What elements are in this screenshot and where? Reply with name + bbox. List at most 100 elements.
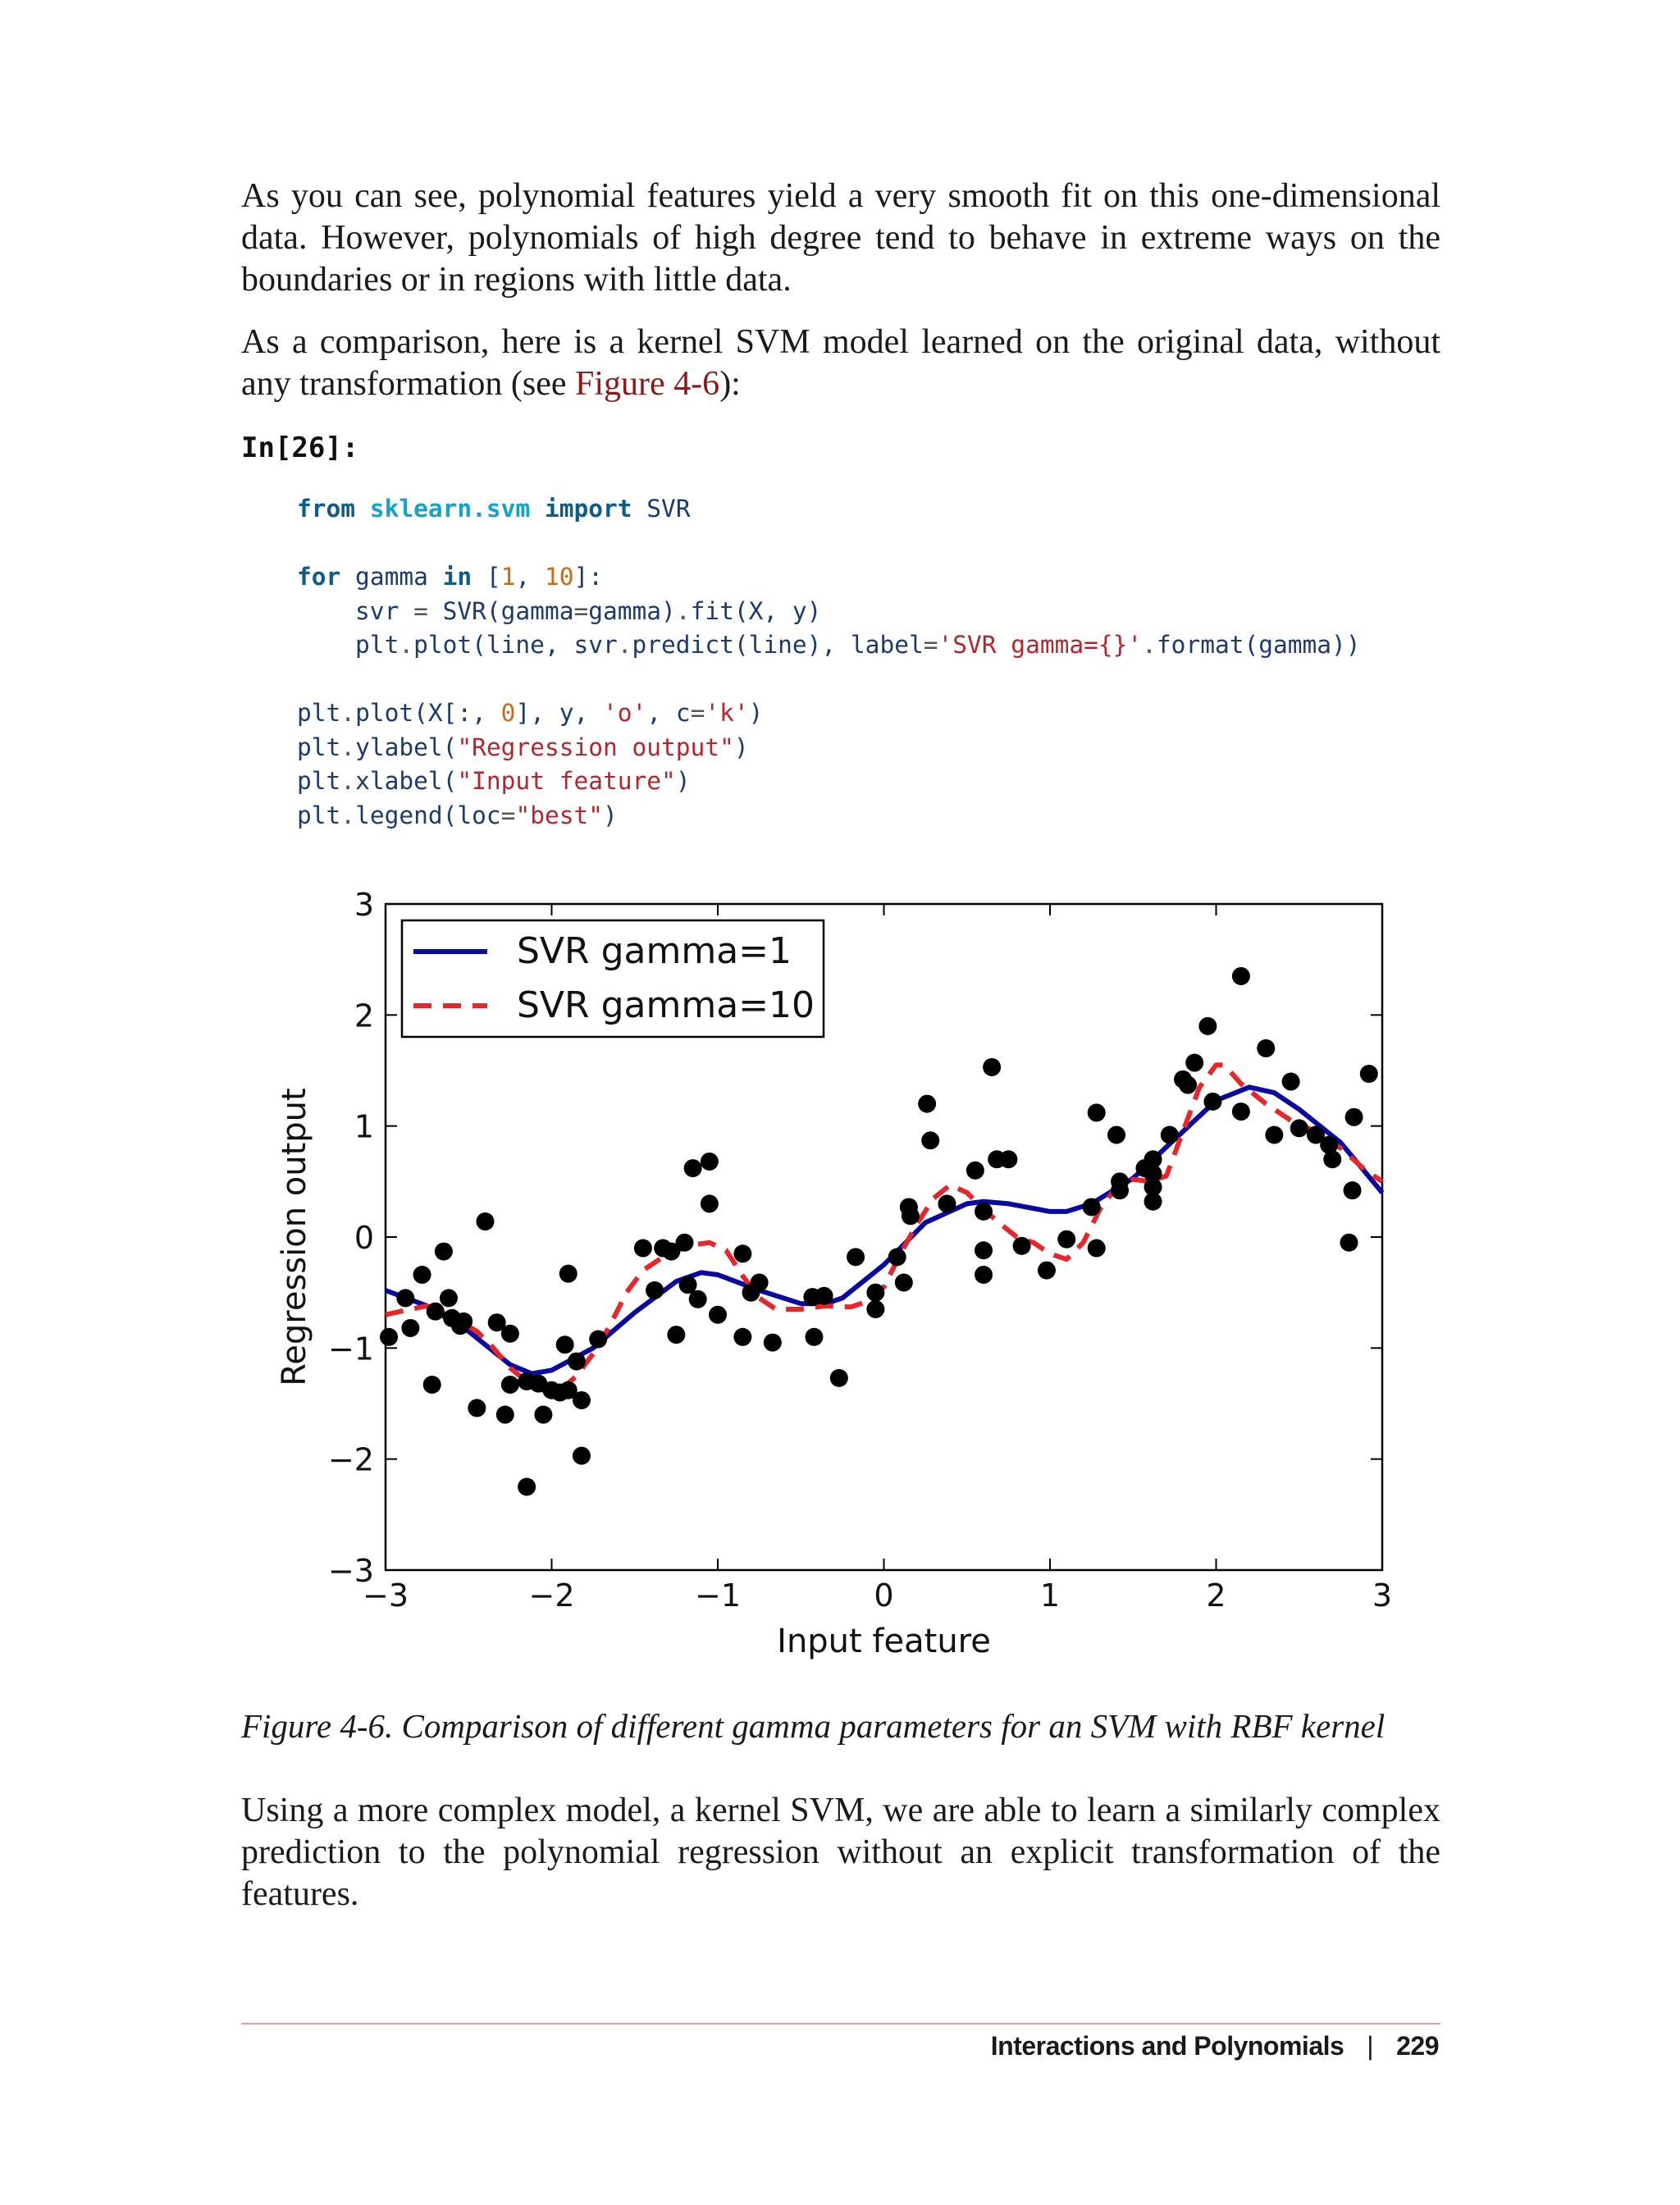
data-point: [439, 1289, 458, 1308]
data-point: [1185, 1053, 1204, 1072]
code-cell-label: In[26]:: [241, 431, 359, 464]
code-token: ylabel(: [355, 733, 458, 761]
code-token: 'SVR gamma={}': [938, 631, 1143, 659]
data-point: [396, 1289, 415, 1308]
code-token: "Regression output": [457, 733, 734, 761]
paragraph-intro: As you can see, polynomial features yiel…: [241, 177, 1440, 299]
code-token: predict(line), label: [632, 631, 924, 659]
data-point: [1290, 1119, 1308, 1138]
data-point: [1359, 1065, 1378, 1084]
code-token: [: [472, 563, 501, 591]
data-point: [413, 1266, 431, 1285]
code-token: 1: [500, 563, 516, 591]
data-point: [1265, 1125, 1284, 1144]
data-point: [709, 1305, 727, 1324]
data-point: [847, 1248, 865, 1267]
code-line: from sklearn.svm import SVR: [297, 495, 691, 523]
footer-rule: [241, 2023, 1440, 2025]
code-token: legend(loc: [355, 801, 501, 829]
code-token: SVR(gamma: [427, 596, 574, 625]
code-token: .: [340, 801, 356, 829]
data-point: [1160, 1125, 1179, 1144]
code-token: plt: [297, 801, 341, 829]
code-token: from: [297, 495, 356, 523]
data-point: [888, 1248, 906, 1267]
data-point: [572, 1390, 591, 1409]
page-number: 229: [1396, 2031, 1439, 2061]
paragraph-conclusion: Using a more complex model, a kernel SVM…: [241, 1792, 1440, 1913]
figure-reference-link[interactable]: Figure 4-6: [575, 365, 720, 403]
data-point: [805, 1327, 824, 1346]
code-token: 0: [500, 699, 516, 727]
data-point: [1307, 1125, 1325, 1144]
data-point: [918, 1094, 937, 1113]
code-token: "best": [515, 801, 604, 829]
data-point: [675, 1233, 694, 1252]
data-point: [422, 1375, 441, 1394]
x-tick-label: −3: [363, 1577, 409, 1614]
code-line: for gamma in [1, 10]:: [297, 563, 603, 591]
code-token: plt: [297, 699, 341, 727]
code-token: "Input feature": [457, 767, 676, 795]
code-token: plt: [297, 733, 341, 761]
data-point: [555, 1335, 574, 1354]
data-point: [750, 1273, 769, 1292]
data-point: [1320, 1135, 1339, 1154]
data-point: [454, 1312, 473, 1331]
code-token: plot(line, svr: [413, 631, 618, 659]
data-point: [401, 1318, 420, 1337]
figure-caption: Figure 4-6. Comparison of different gamm…: [241, 1707, 1386, 1745]
data-point: [1179, 1075, 1198, 1094]
page-footer: Interactions and Polynomials | 229: [991, 2031, 1440, 2061]
data-point: [1231, 1102, 1250, 1121]
data-point: [380, 1327, 399, 1346]
data-point: [866, 1299, 885, 1318]
data-point: [476, 1212, 495, 1231]
data-point: [975, 1202, 993, 1221]
data-point: [1340, 1233, 1358, 1252]
data-point: [567, 1352, 586, 1371]
y-tick-label: 1: [354, 1109, 374, 1145]
data-point: [1198, 1016, 1217, 1035]
code-token: fit(X, y): [690, 596, 822, 625]
code-token: in: [442, 563, 472, 591]
code-line: plt.xlabel("Input feature"): [297, 767, 691, 795]
code-token: ): [603, 801, 618, 829]
legend-label-2: SVR gamma=10: [517, 984, 815, 1026]
code-token: .: [675, 596, 691, 625]
code-token: for: [297, 563, 341, 591]
code-token: =: [413, 596, 428, 625]
data-point: [500, 1375, 519, 1394]
data-point: [866, 1283, 885, 1302]
code-token: [355, 495, 370, 523]
data-point: [894, 1273, 913, 1292]
code-line: plt.plot(X[:, 0], y, 'o', c='k'): [297, 699, 763, 727]
data-point: [733, 1327, 752, 1346]
data-point: [678, 1276, 697, 1294]
data-point: [572, 1446, 591, 1465]
code-token: gamma: [340, 563, 443, 591]
code-token: =: [690, 699, 705, 727]
code-token: svr: [297, 596, 414, 625]
code-line: svr = SVR(gamma=gamma).fit(X, y): [297, 597, 821, 625]
x-tick-label: −2: [528, 1577, 574, 1614]
data-point: [815, 1286, 833, 1305]
data-point: [1344, 1107, 1363, 1126]
data-point: [763, 1333, 782, 1352]
data-point: [683, 1159, 702, 1178]
y-tick-label: −3: [328, 1553, 374, 1589]
code-token: .: [340, 699, 356, 727]
data-point: [1087, 1239, 1106, 1258]
data-point: [983, 1057, 1002, 1076]
data-point: [559, 1381, 578, 1399]
code-token: import: [544, 495, 632, 523]
series-line-2: [385, 1062, 1384, 1393]
data-point: [688, 1290, 707, 1308]
code-token: 10: [544, 563, 574, 591]
data-point: [487, 1313, 506, 1332]
data-point: [1012, 1236, 1031, 1255]
data-point: [999, 1150, 1018, 1169]
y-axis-label: Regression output: [276, 1088, 313, 1386]
data-point: [1144, 1178, 1162, 1197]
code-token: .: [1142, 631, 1157, 659]
